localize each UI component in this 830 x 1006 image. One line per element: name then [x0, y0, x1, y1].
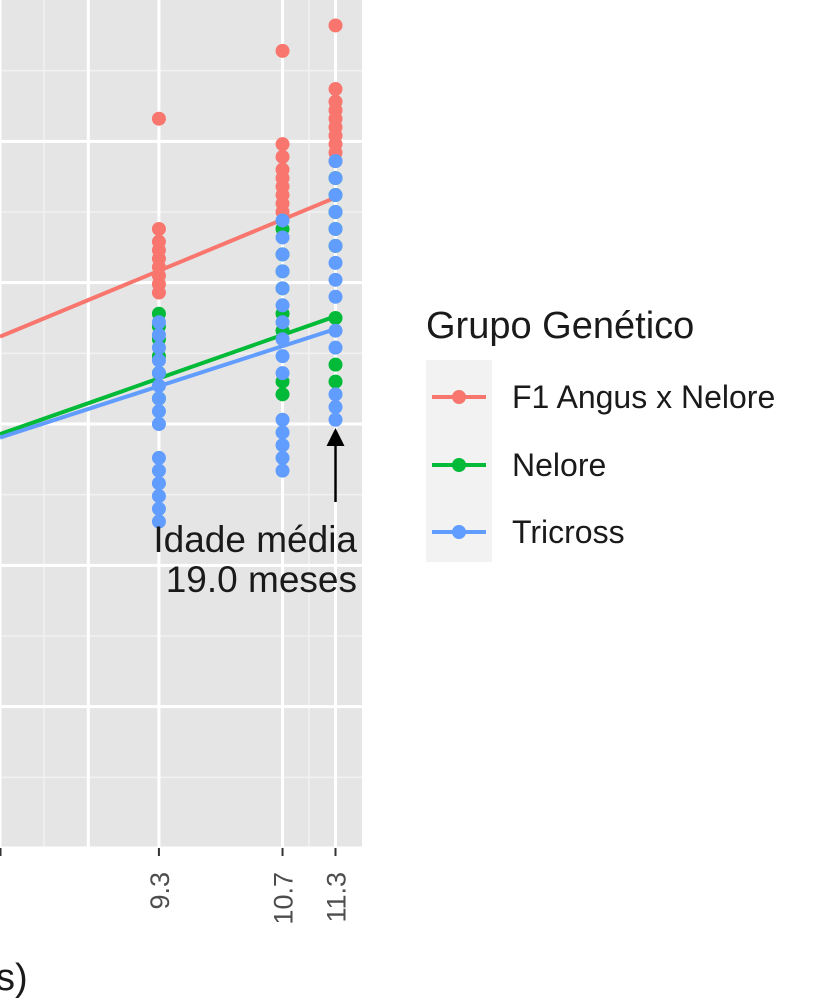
point-tricross	[151, 417, 166, 431]
x-tick-label: 11.3	[322, 872, 352, 923]
point-tricross	[275, 412, 290, 427]
point-tricross	[151, 501, 166, 516]
point-tricross	[275, 463, 290, 478]
legend-label-f1-angus-x-nelore: F1 Angus x Nelore	[512, 379, 775, 415]
data-points	[151, 18, 343, 529]
point-tricross	[151, 404, 166, 419]
point-tricross	[275, 298, 290, 313]
legend-label-nelore: Nelore	[512, 447, 606, 483]
point-f1-angus-x-nelore	[151, 111, 166, 126]
annotation-text-line1: Idade média	[153, 519, 357, 560]
point-f1-angus-x-nelore	[151, 221, 166, 236]
point-tricross	[151, 315, 166, 330]
point-tricross	[275, 450, 290, 465]
point-tricross	[328, 188, 343, 203]
legend-key-point-nelore	[452, 458, 466, 472]
point-f1-angus-x-nelore	[275, 149, 290, 164]
x-axis: 9.3 10.7 11.3	[0, 848, 352, 925]
x-tick-label: 9.3	[145, 872, 175, 910]
point-tricross	[275, 264, 290, 279]
point-f1-angus-x-nelore	[275, 43, 290, 58]
point-tricross	[275, 425, 290, 440]
point-tricross	[151, 514, 166, 529]
point-f1-angus-x-nelore	[328, 82, 343, 97]
point-tricross	[275, 349, 290, 364]
point-tricross	[151, 353, 166, 368]
point-tricross	[328, 412, 343, 427]
point-tricross	[328, 289, 343, 304]
point-tricross	[151, 378, 166, 393]
point-tricross	[275, 281, 290, 296]
point-tricross	[328, 205, 343, 219]
point-tricross	[328, 387, 343, 402]
point-tricross	[275, 332, 290, 347]
point-tricross	[275, 438, 290, 453]
point-tricross	[151, 463, 166, 478]
point-tricross	[151, 489, 166, 504]
point-tricross	[328, 154, 343, 169]
legend-key-point-tricross	[452, 525, 466, 539]
point-tricross	[328, 171, 343, 186]
point-tricross	[151, 391, 166, 406]
point-tricross	[151, 340, 166, 355]
point-f1-angus-x-nelore	[328, 18, 343, 33]
point-tricross	[328, 255, 343, 270]
point-tricross	[275, 366, 290, 381]
annotation-arrow-head	[326, 428, 345, 446]
x-axis-label-fragment: s)	[0, 957, 28, 999]
point-tricross	[275, 230, 290, 245]
point-tricross	[328, 221, 343, 236]
fit-line-tricross	[0, 327, 337, 440]
point-tricross	[275, 213, 290, 228]
point-tricross	[328, 340, 343, 355]
point-tricross	[151, 476, 166, 491]
point-tricross	[151, 366, 166, 381]
point-f1-angus-x-nelore	[275, 137, 290, 152]
legend: Grupo Genético F1 Angus x Nelore Nelore Tr…	[426, 305, 775, 562]
annotation: Idade média 19.0 meses	[153, 428, 357, 600]
point-tricross	[328, 272, 343, 287]
legend-title: Grupo Genético	[426, 305, 694, 347]
point-nelore	[328, 311, 343, 325]
point-nelore	[328, 357, 343, 372]
point-tricross	[328, 323, 343, 338]
point-f1-angus-x-nelore	[151, 285, 166, 300]
point-tricross	[328, 400, 343, 415]
point-tricross	[275, 315, 290, 330]
point-nelore	[328, 374, 343, 389]
point-tricross	[151, 327, 166, 342]
point-tricross	[328, 238, 343, 253]
legend-key-point-f1-angus-x-nelore	[452, 390, 466, 404]
annotation-text-line2: 19.0 meses	[166, 559, 357, 600]
legend-label-tricross: Tricross	[512, 514, 625, 550]
point-nelore	[275, 387, 290, 402]
x-tick-label: 10.7	[269, 872, 299, 925]
point-tricross	[275, 247, 290, 262]
point-tricross	[151, 450, 166, 465]
